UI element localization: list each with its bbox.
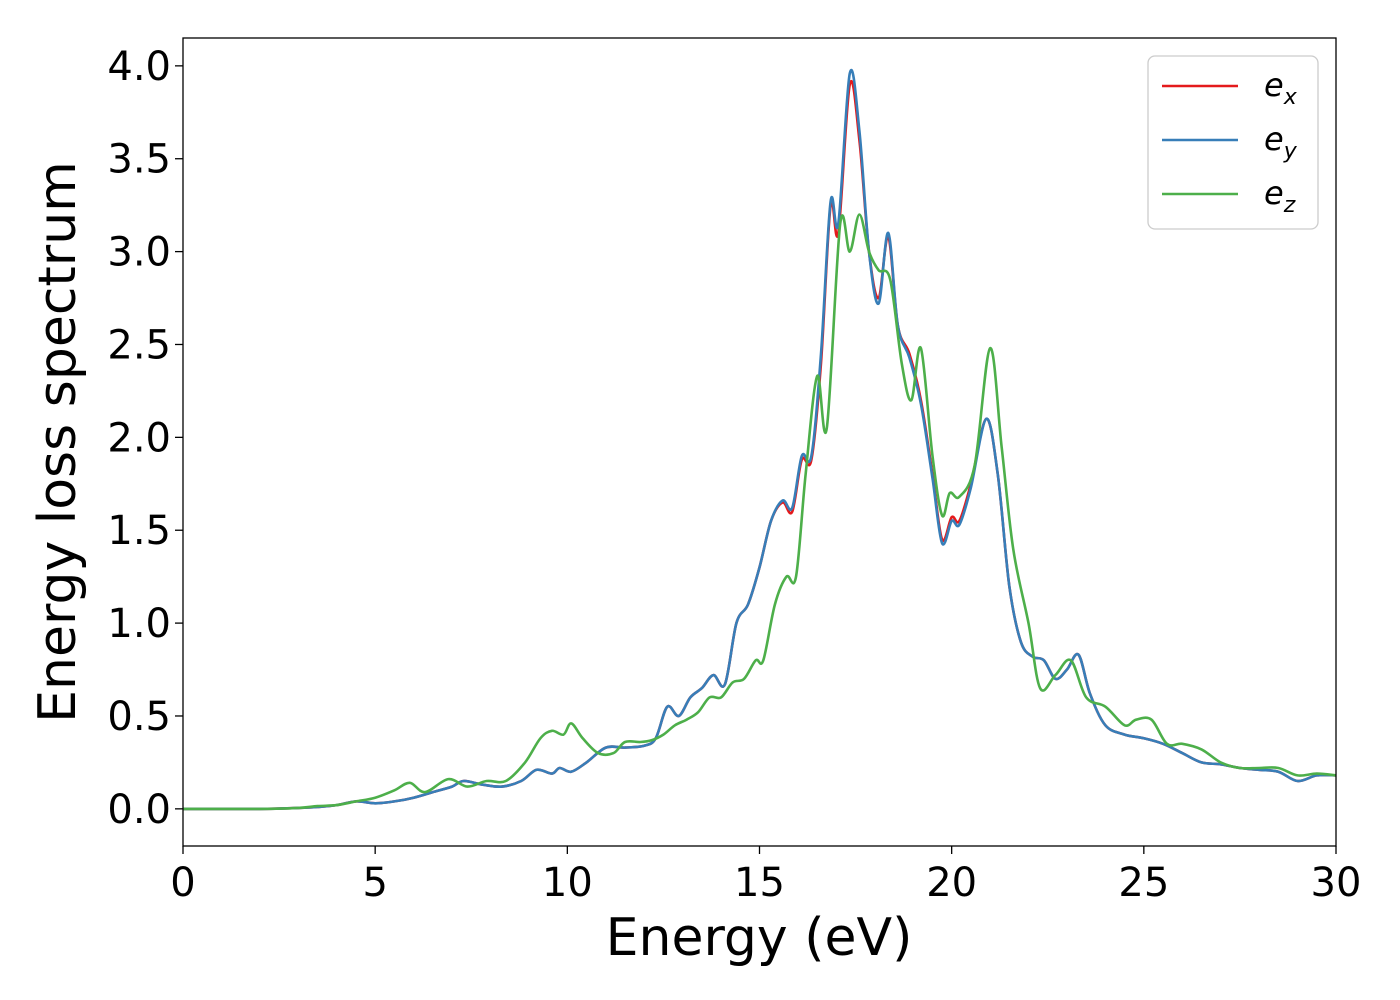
x-tick-label: 15 bbox=[734, 860, 785, 906]
y-axis-title: Energy loss spectrum bbox=[28, 161, 88, 723]
legend-label-e-y: ey bbox=[1264, 120, 1298, 164]
y-tick-label: 4.0 bbox=[107, 44, 171, 90]
y-tick-label: 0.0 bbox=[107, 787, 171, 833]
x-tick-label: 10 bbox=[542, 860, 593, 906]
y-tick-label: 2.0 bbox=[107, 415, 171, 461]
series-line-e-z bbox=[183, 213, 1336, 811]
x-tick-label: 25 bbox=[1118, 860, 1169, 906]
y-tick-label: 3.5 bbox=[107, 137, 171, 183]
x-tick-label: 5 bbox=[362, 860, 387, 906]
y-tick-label: 3.0 bbox=[107, 230, 171, 276]
series-layer bbox=[183, 69, 1336, 811]
x-tick-label: 20 bbox=[926, 860, 977, 906]
x-axis-title: Energy (eV) bbox=[606, 908, 913, 968]
y-tick-label: 0.5 bbox=[107, 694, 171, 740]
legend-label-e-x: ex bbox=[1264, 66, 1298, 110]
x-tick-label: 30 bbox=[1311, 860, 1362, 906]
axis-ticks: 0 5 10 15 20 25 30 0.0 0.5 1.0 1.5 2.0 2.5 3.0 3.5 4.0 bbox=[107, 44, 1361, 906]
x-tick-label: 0 bbox=[170, 860, 195, 906]
series-line-e-y bbox=[183, 69, 1336, 811]
y-tick-label: 1.5 bbox=[107, 508, 171, 554]
legend-label-e-z: ez bbox=[1264, 174, 1296, 218]
legend-box bbox=[1147, 55, 1319, 230]
y-tick-label: 1.0 bbox=[107, 601, 171, 647]
y-tick-label: 2.5 bbox=[107, 322, 171, 368]
legend: ex ey ez bbox=[1147, 55, 1319, 230]
